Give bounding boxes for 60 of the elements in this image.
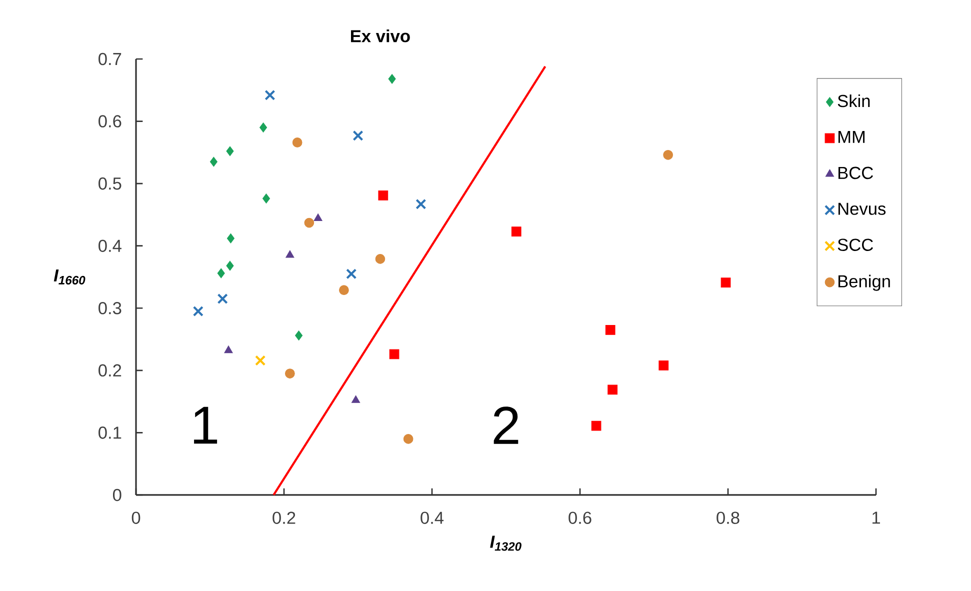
point: [352, 130, 364, 141]
point: [260, 122, 268, 132]
y-tick-label: 0.1: [98, 426, 122, 439]
x-tick-label: 0.2: [272, 512, 296, 524]
point: [295, 330, 303, 340]
legend-label: SCC: [838, 238, 873, 251]
point: [339, 285, 349, 296]
point: [346, 268, 357, 280]
y-axis-title: I$_{1660}$: [54, 269, 86, 284]
point: [226, 146, 234, 156]
point: [286, 250, 294, 258]
point: [226, 260, 234, 271]
point: [720, 278, 731, 288]
point: [304, 218, 314, 228]
legend-label: Benign: [838, 274, 890, 291]
legend-label: MM: [838, 130, 865, 143]
point: [389, 349, 400, 360]
annotation: 2: [494, 406, 518, 444]
point: [217, 268, 225, 278]
y-tick-label: 0.7: [98, 52, 122, 66]
x-tick-label: 0: [132, 512, 140, 524]
point: [264, 90, 276, 100]
legend-label: Skin: [838, 94, 870, 108]
point: [591, 420, 602, 431]
x-tick-label: 1: [872, 512, 880, 524]
point: [226, 233, 234, 244]
point: [314, 214, 322, 222]
y-tick-label: 0.2: [98, 364, 122, 377]
point: [378, 190, 388, 200]
point: [663, 150, 673, 160]
point: [375, 254, 386, 264]
legend-label: BCC: [838, 166, 873, 180]
point: [658, 360, 669, 370]
point: [224, 346, 233, 354]
point: [608, 384, 618, 395]
point: [292, 138, 302, 148]
chart-title: Ex vivo: [351, 30, 410, 42]
y-tick-label: 0.6: [98, 115, 122, 128]
point: [262, 194, 270, 204]
y-tick-label: 0.5: [98, 177, 122, 190]
x-tick-label: 0.6: [568, 512, 592, 524]
y-tick-label: 0.4: [98, 240, 122, 252]
point: [255, 355, 266, 366]
legend-label: Nevus: [838, 202, 886, 215]
y-tick-label: 0: [112, 488, 122, 502]
x-tick-label: 0.4: [420, 512, 444, 524]
annotation: 1: [194, 406, 218, 444]
point: [284, 368, 295, 378]
point: [210, 156, 218, 167]
x-tick-label: 0.8: [716, 512, 740, 524]
point: [511, 226, 522, 236]
y-tick-label: 0.3: [98, 302, 122, 314]
point: [403, 434, 414, 444]
point: [217, 293, 228, 304]
x-axis-title: I$_{1320}$: [490, 536, 522, 551]
point: [605, 324, 616, 335]
point: [351, 395, 360, 403]
point: [416, 198, 426, 210]
point: [388, 74, 396, 84]
point: [192, 306, 204, 317]
